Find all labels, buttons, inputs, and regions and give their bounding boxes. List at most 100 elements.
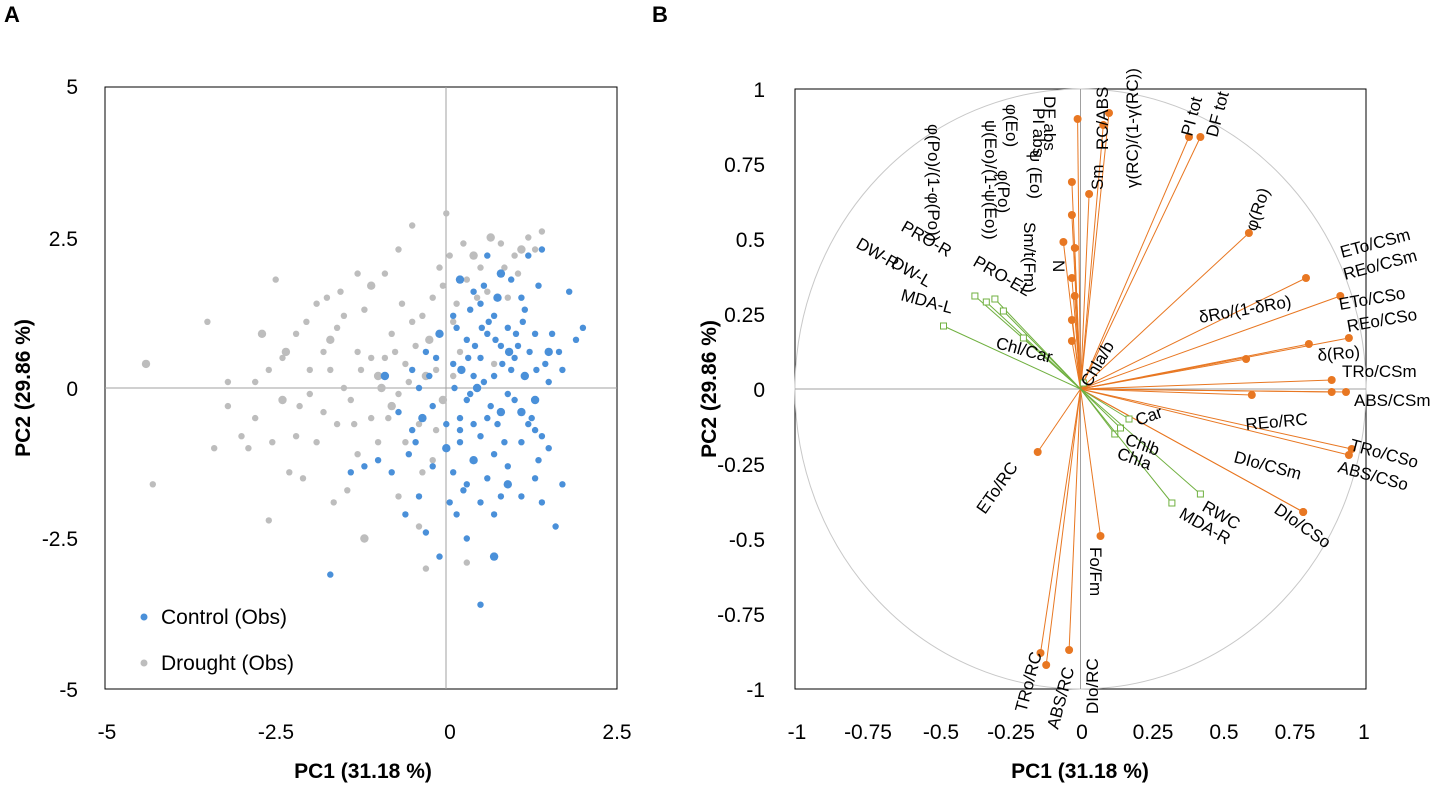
control-point (504, 324, 511, 331)
drought-point (450, 318, 457, 325)
drought-point (306, 390, 313, 398)
drought-point (453, 300, 460, 307)
vector-dio-rc (1068, 388, 1081, 651)
drought-point (354, 451, 361, 458)
control-point (347, 469, 354, 476)
drought-point (337, 288, 344, 295)
control-point (463, 336, 470, 343)
control-point (566, 288, 573, 295)
drought-point (373, 371, 383, 381)
drought-point (439, 282, 447, 289)
control-point (544, 347, 553, 357)
control-point (579, 324, 587, 331)
panel-a-points (141, 210, 587, 608)
drought-point (320, 348, 327, 356)
control-point (559, 366, 566, 374)
drought-point (326, 335, 335, 344)
vector-df-tot (1080, 136, 1201, 390)
control-point (484, 414, 491, 422)
control-point (494, 420, 501, 428)
vector-rwc (1080, 388, 1201, 495)
panel-b-ytick: -1 (746, 679, 765, 702)
control-point (538, 433, 546, 440)
control-point (477, 300, 484, 307)
control-point (463, 481, 470, 488)
drought-point (265, 366, 272, 374)
control-point (525, 420, 532, 428)
control-point (514, 342, 522, 350)
drought-point (525, 234, 532, 241)
drought-point (278, 395, 287, 405)
drought-point (252, 378, 259, 386)
drought-point (415, 420, 423, 428)
drought-point (388, 330, 395, 337)
control-point (422, 348, 430, 356)
control-point (526, 348, 533, 356)
panel-a-xtick: 0 (444, 721, 456, 744)
control-point (460, 487, 467, 494)
panel-b-xtick: -0.25 (987, 721, 1035, 744)
panel-a-ytick: 0 (66, 378, 78, 401)
panel-a-xtick: -2.5 (258, 721, 294, 744)
drought-point (486, 233, 495, 242)
drought-point (473, 294, 481, 301)
control-point (477, 433, 484, 440)
panel-a: A 5 2.5 0 -2.5 -5 -5 -2.5 0 2.5 PC1 (31.… (4, 2, 632, 783)
panel-b-ytick: -0.25 (717, 454, 765, 477)
control-point (559, 481, 566, 488)
panel-b-ytick: 0.75 (724, 154, 765, 177)
control-point (446, 499, 453, 506)
control-point (525, 252, 532, 259)
control-point (361, 463, 368, 470)
vector-marker-dio-cso (1299, 508, 1308, 516)
control-point (467, 390, 474, 398)
control-point (415, 384, 423, 392)
control-point (457, 365, 466, 375)
drought-point (252, 414, 259, 422)
vector-marker-abs-csm (1342, 388, 1350, 396)
vector-tro-cso (1080, 388, 1352, 450)
vector-marker-eo-1-eo (1070, 244, 1079, 252)
control-point (478, 324, 485, 331)
vector-marker-pro-el (999, 307, 1007, 315)
vector-marker-ro (1244, 229, 1253, 237)
vector-marker-dw-r (971, 292, 979, 300)
drought-point (484, 288, 491, 295)
drought-point (330, 499, 337, 506)
var-label-rc-abs: RC/ABS (1093, 87, 1112, 150)
drought-point (395, 246, 402, 253)
legend-marker-drought (140, 659, 148, 667)
control-point (402, 511, 409, 518)
vector-eto-csm (1080, 277, 1307, 390)
var-label-phi-po: φ(Po) (994, 170, 1013, 213)
drought-point (432, 366, 440, 374)
drought-point (460, 240, 467, 247)
drought-point (279, 354, 286, 362)
vector-marker-abs-rc (1042, 661, 1051, 669)
drought-point (395, 390, 402, 398)
vector-n (1074, 295, 1081, 390)
vector-marker-po-1-po (1067, 274, 1076, 282)
drought-point (531, 246, 539, 253)
panel-a-ytick: -5 (59, 679, 78, 702)
drought-point (368, 354, 375, 362)
var-label-phi-po-ratio: φ(Po)/(1-φ(Po)) (924, 124, 943, 241)
control-point (470, 372, 477, 380)
control-point (435, 329, 444, 338)
vector-rc-1-rc (1080, 124, 1104, 390)
var-label-sm: Sm (1088, 165, 1107, 191)
drought-point (292, 330, 300, 337)
control-point (426, 372, 433, 380)
control-point (511, 396, 518, 404)
var-label-abs-csm: ABS/CSm (1354, 391, 1431, 410)
drought-point (438, 395, 448, 405)
panel-a-xtick: 2.5 (602, 721, 631, 744)
control-point (533, 366, 540, 374)
control-point (487, 402, 494, 410)
control-point (456, 414, 464, 422)
drought-point (425, 335, 434, 344)
drought-point (340, 384, 348, 392)
control-point (545, 378, 552, 386)
vector-marker-chla-b (1079, 379, 1087, 387)
drought-point (238, 433, 245, 440)
